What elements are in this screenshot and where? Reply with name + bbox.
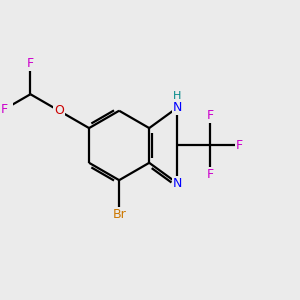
Text: N: N: [172, 177, 182, 190]
Text: H: H: [173, 91, 182, 101]
Text: N: N: [172, 101, 182, 114]
Text: F: F: [236, 139, 243, 152]
Text: Br: Br: [112, 208, 126, 221]
Text: F: F: [0, 103, 8, 116]
Text: O: O: [54, 104, 64, 117]
Text: F: F: [27, 57, 34, 70]
Text: F: F: [207, 169, 214, 182]
Text: F: F: [207, 110, 214, 122]
